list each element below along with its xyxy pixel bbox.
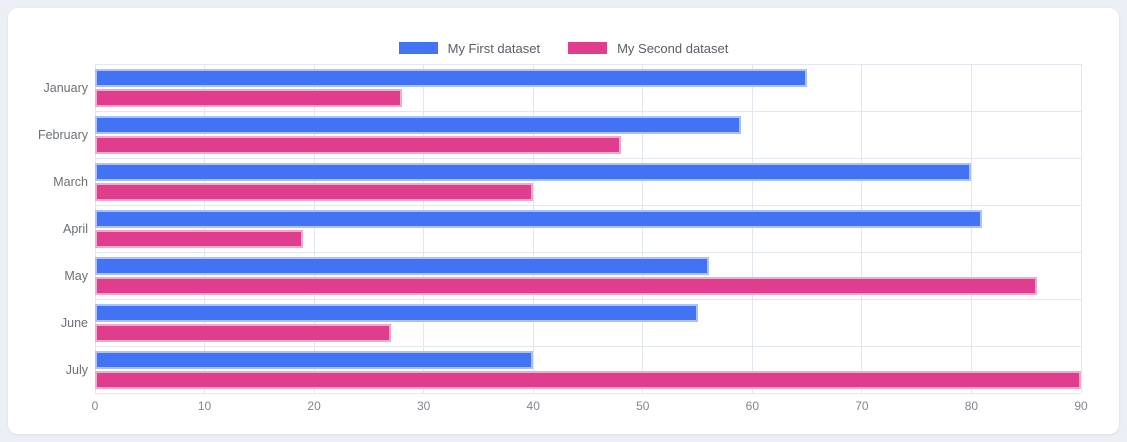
gridline-x-80 bbox=[970, 64, 972, 393]
gridline-x-20 bbox=[313, 64, 315, 393]
bar-second-dataset-april[interactable] bbox=[95, 230, 304, 248]
category-row-january bbox=[95, 64, 1081, 111]
category-row-february bbox=[95, 111, 1081, 158]
bar-second-dataset-may[interactable] bbox=[95, 277, 1038, 295]
gridline-x-0 bbox=[94, 64, 96, 393]
legend-item-first-dataset[interactable]: My First dataset bbox=[398, 40, 541, 56]
x-tick-label-60: 60 bbox=[745, 399, 760, 413]
category-row-april bbox=[95, 205, 1081, 252]
gridline-y-0 bbox=[95, 64, 1081, 65]
x-tick-label-50: 50 bbox=[636, 399, 650, 413]
bar-first-dataset-may[interactable] bbox=[95, 257, 709, 275]
y-label-february: February bbox=[37, 127, 88, 142]
legend-label-first-dataset: My First dataset bbox=[447, 40, 541, 56]
gridline-x-60 bbox=[751, 64, 753, 393]
bar-first-dataset-march[interactable] bbox=[95, 163, 972, 181]
x-tick-label-0: 0 bbox=[91, 399, 99, 413]
x-tick-label-20: 20 bbox=[307, 399, 321, 413]
chart-legend: My First dataset My Second dataset bbox=[8, 40, 1119, 56]
bar-first-dataset-june[interactable] bbox=[95, 304, 698, 322]
chart-card: My First dataset My Second dataset Janua… bbox=[8, 8, 1119, 434]
y-axis-labels: January February March April May June July bbox=[8, 64, 88, 393]
category-row-may bbox=[95, 252, 1081, 299]
gridline-x-90 bbox=[1080, 64, 1082, 393]
bar-first-dataset-april[interactable] bbox=[95, 210, 983, 228]
legend-item-second-dataset[interactable]: My Second dataset bbox=[568, 41, 728, 56]
gridline-x-70 bbox=[861, 64, 863, 393]
y-label-april: April bbox=[62, 221, 88, 236]
gridline-x-50 bbox=[642, 64, 644, 393]
gridline-x-10 bbox=[204, 64, 206, 393]
x-tick-label-70: 70 bbox=[855, 399, 869, 413]
legend-swatch-first-dataset bbox=[398, 42, 438, 54]
bar-first-dataset-july[interactable] bbox=[95, 351, 534, 369]
category-row-march bbox=[95, 158, 1081, 205]
category-row-july bbox=[95, 346, 1081, 393]
y-label-january: January bbox=[43, 80, 88, 95]
bar-second-dataset-january[interactable] bbox=[95, 89, 402, 107]
bar-second-dataset-february[interactable] bbox=[95, 136, 621, 154]
category-row-june bbox=[95, 299, 1081, 346]
gridline-y-2 bbox=[95, 158, 1081, 159]
bar-second-dataset-march[interactable] bbox=[95, 183, 534, 201]
gridline-x-40 bbox=[532, 64, 534, 393]
plot-area bbox=[94, 64, 1082, 394]
x-tick-label-90: 90 bbox=[1074, 399, 1088, 413]
y-label-july: July bbox=[65, 362, 88, 377]
bar-first-dataset-january[interactable] bbox=[95, 69, 808, 87]
gridline-y-1 bbox=[95, 111, 1081, 112]
gridline-y-5 bbox=[95, 299, 1081, 300]
x-tick-label-30: 30 bbox=[416, 399, 431, 413]
gridline-y-7 bbox=[95, 393, 1081, 394]
legend-swatch-second-dataset bbox=[568, 42, 608, 54]
gridline-y-6 bbox=[95, 346, 1081, 347]
legend-label-second-dataset: My Second dataset bbox=[617, 40, 729, 56]
y-label-june: June bbox=[60, 315, 88, 330]
gridline-y-4 bbox=[95, 252, 1081, 253]
y-label-may: May bbox=[64, 268, 88, 283]
y-label-march: March bbox=[53, 174, 88, 189]
x-tick-label-10: 10 bbox=[197, 399, 212, 413]
bar-second-dataset-july[interactable] bbox=[95, 371, 1081, 389]
x-tick-label-40: 40 bbox=[526, 399, 540, 413]
gridline-y-3 bbox=[95, 205, 1081, 206]
bar-first-dataset-february[interactable] bbox=[95, 116, 742, 134]
bar-second-dataset-june[interactable] bbox=[95, 324, 391, 342]
gridline-x-30 bbox=[423, 64, 425, 393]
x-axis-labels: 0 10 20 30 40 50 60 70 80 90 bbox=[91, 399, 1088, 415]
x-tick-label-80: 80 bbox=[964, 399, 979, 413]
